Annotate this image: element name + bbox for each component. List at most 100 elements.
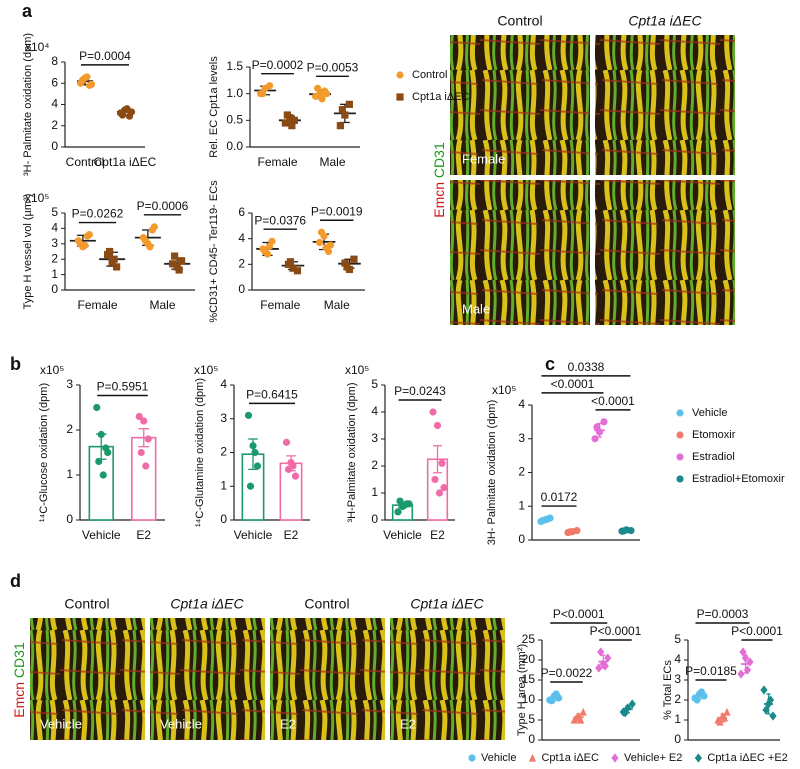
stain: CD31 <box>11 642 27 678</box>
y-tick-label: 1.5 <box>226 59 243 73</box>
panel-label: b <box>10 354 21 374</box>
data-point <box>290 116 298 124</box>
data-point <box>739 647 747 657</box>
data-point <box>468 754 476 762</box>
y-tick-label: 6 <box>51 75 58 89</box>
y-tick-label: 2 <box>518 465 525 479</box>
data-point <box>676 409 684 417</box>
data-point <box>746 657 754 667</box>
legend-label: Estradiol <box>692 451 735 463</box>
column-label: Cpt1a iΔEC <box>410 596 484 612</box>
y-tick-label: 3 <box>51 236 58 250</box>
data-point <box>99 471 107 479</box>
data-point <box>93 403 101 412</box>
data-point <box>597 647 605 657</box>
p-value: <0.0001 <box>591 394 635 408</box>
data-point <box>552 690 560 698</box>
legend-label: Vehicle+ E2 <box>624 752 682 764</box>
y-axis-label: ¹⁴C-Glucose oxidation (dpm) <box>38 383 50 522</box>
data-point <box>144 435 152 443</box>
y-tick-label: 3 <box>66 377 73 391</box>
p-value: P=0.0053 <box>307 61 359 75</box>
data-point <box>104 448 112 457</box>
data-point <box>600 418 608 426</box>
data-point <box>106 247 114 256</box>
y-tick-label: 1 <box>51 267 58 281</box>
data-point <box>95 457 103 466</box>
data-point <box>396 71 404 79</box>
stain-label: Emcn CD31 <box>11 642 27 718</box>
legend-label: Vehicle <box>481 752 516 764</box>
p-value: P=0.5951 <box>97 380 149 394</box>
y-axis-label: Rel. EC Cpt1a levels <box>208 56 220 158</box>
data-point <box>281 119 289 127</box>
data-point <box>85 230 93 239</box>
data-point <box>593 423 601 431</box>
y-tick-label: 2 <box>238 257 245 271</box>
chart: 0 1 2 3 4 ¹⁴C-Glutamine oxidation (dpm)x10⁵ Ve… <box>194 363 310 542</box>
data-point <box>265 242 274 250</box>
data-point <box>350 255 358 263</box>
data-point <box>621 708 629 718</box>
y-tick-label: 0 <box>51 139 58 153</box>
data-point <box>142 462 150 470</box>
data-point <box>318 95 326 103</box>
data-point <box>760 685 768 695</box>
data-point <box>150 223 158 231</box>
treatment-label: E2 <box>280 716 296 731</box>
data-point <box>601 661 609 671</box>
data-point <box>693 696 701 704</box>
data-point <box>97 430 105 439</box>
data-point <box>676 475 684 483</box>
data-point <box>317 228 326 236</box>
y-tick-label: 20 <box>522 652 536 666</box>
data-point <box>113 263 121 271</box>
treatment-label: Vehicle <box>40 716 82 731</box>
y-multiplier: x10⁵ <box>492 383 516 397</box>
y-tick-label: 4 <box>238 231 245 245</box>
x-tick-label: E2 <box>136 528 151 542</box>
data-point <box>336 122 344 130</box>
p-value: P<0.0001 <box>553 607 605 621</box>
p-value: P=0.0003 <box>697 607 749 621</box>
x-tick-label: Vehicle <box>234 528 273 542</box>
y-tick-label: 0 <box>66 512 73 526</box>
data-point <box>543 515 552 523</box>
column-label: Control <box>304 596 349 612</box>
p-value: P=0.0006 <box>137 199 189 213</box>
data-point <box>769 711 777 721</box>
y-tick-label: 0 <box>518 532 525 546</box>
stain: Emcn <box>11 682 27 718</box>
data-point <box>676 453 684 461</box>
data-point <box>141 237 149 245</box>
micrograph <box>595 180 735 325</box>
chart: 0 1 2 3 4 5 ³H-Palmitate oxidation (dpm) x10⁵ Ve… <box>345 363 455 542</box>
row-label: Male <box>462 301 490 316</box>
y-tick-label: 1 <box>674 712 681 726</box>
data-point <box>604 653 612 663</box>
data-point <box>178 257 186 265</box>
y-tick-label: 0.5 <box>226 113 243 127</box>
x-tick-label: E2 <box>284 528 299 542</box>
data-point <box>716 717 724 726</box>
x-tick-label: Male <box>324 298 350 312</box>
micrograph <box>450 180 590 325</box>
data-point <box>697 688 706 696</box>
micrograph <box>450 35 590 175</box>
y-tick-label: 3 <box>518 431 525 445</box>
data-point <box>431 475 439 484</box>
chart: 01 234 5 Type H vessel vol (µm³)x10⁵ Female M… <box>22 191 195 312</box>
data-point <box>244 411 253 419</box>
y-tick-label: 0 <box>674 732 681 746</box>
panel-label: d <box>10 571 21 591</box>
y-axis-label: Type H area (mm²) <box>516 644 528 736</box>
y-tick-label: 2 <box>371 458 378 472</box>
y-tick-label: 3 <box>674 672 681 686</box>
data-point <box>282 438 291 446</box>
data-point <box>762 705 770 715</box>
y-multiplier: x10⁴ <box>25 40 50 54</box>
y-tick-label: 4 <box>371 404 378 418</box>
p-value: P=0.0002 <box>252 58 304 72</box>
y-tick-label: 1 <box>518 498 525 512</box>
x-tick-label: Vehicle <box>383 528 422 542</box>
